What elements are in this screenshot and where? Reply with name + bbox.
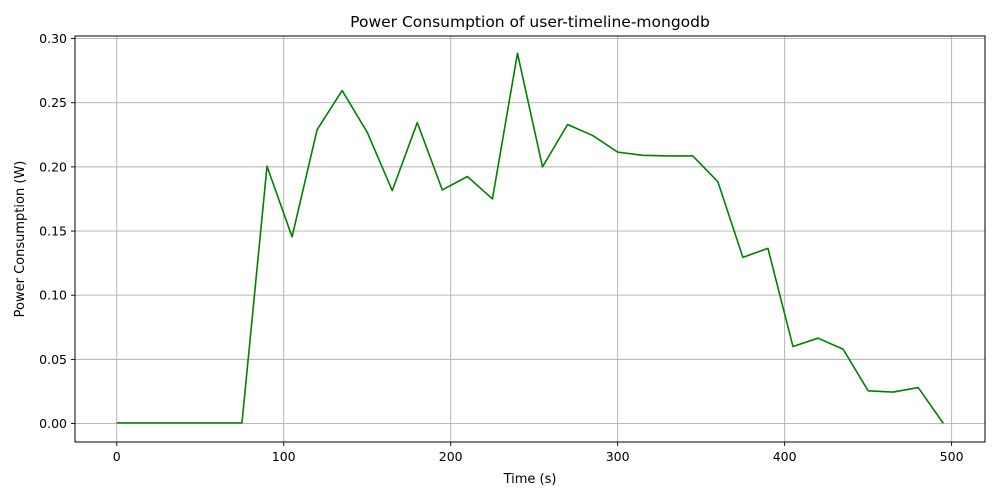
x-tick-label: 0	[113, 449, 121, 464]
series-layer	[116, 52, 944, 424]
plot-frame	[74, 35, 986, 443]
x-tick-label: 500	[940, 449, 964, 464]
y-axis-label: Power Consumption (W)	[13, 161, 28, 318]
x-tick-label: 100	[272, 449, 296, 464]
chart-title: Power Consumption of user-timeline-mongo…	[350, 13, 710, 31]
y-tick-label: 0.15	[39, 224, 67, 239]
y-tick-label: 0.10	[39, 288, 67, 303]
x-tick-label: 200	[439, 449, 463, 464]
y-tick-label: 0.05	[39, 352, 67, 367]
y-tick-label: 0.25	[39, 95, 67, 110]
x-axis-label: Time (s)	[503, 472, 557, 487]
series-line	[116, 52, 944, 424]
y-tick-label: 0.30	[39, 31, 67, 46]
y-tick-label: 0.00	[39, 416, 67, 431]
y-tick-label: 0.20	[39, 159, 67, 174]
x-tick-label: 400	[773, 449, 797, 464]
x-tick-label: 300	[606, 449, 630, 464]
axis-ticks: 0 100 200 300 400 500 0.00 0.05 0.10 0.15 0.20 0.25…	[39, 31, 963, 464]
